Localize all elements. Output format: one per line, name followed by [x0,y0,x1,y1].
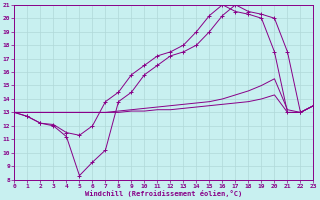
X-axis label: Windchill (Refroidissement éolien,°C): Windchill (Refroidissement éolien,°C) [85,190,243,197]
